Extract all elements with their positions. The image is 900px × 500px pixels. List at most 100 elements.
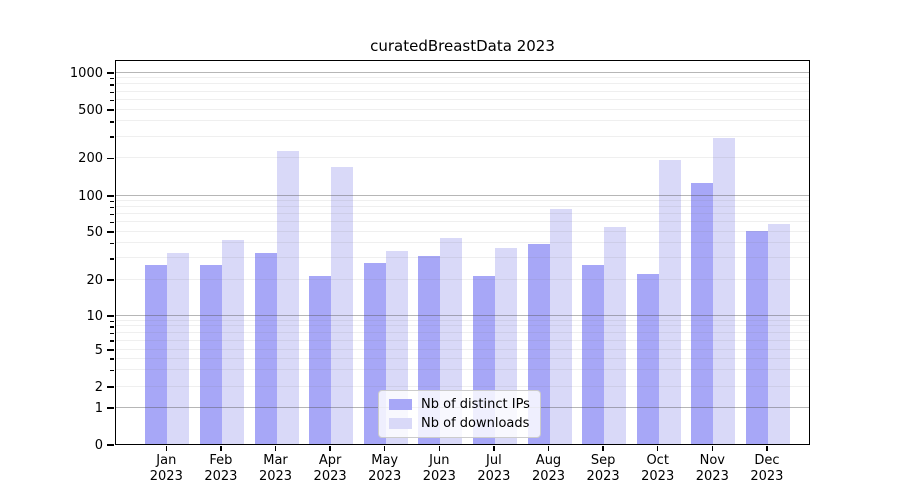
x-tick-month: May bbox=[371, 453, 399, 468]
x-tick-label-jun: Jun 2023 bbox=[411, 453, 467, 484]
chart-title: curatedBreastData 2023 bbox=[370, 37, 555, 55]
y-tick-mark-minor bbox=[110, 370, 114, 372]
y-tick-mark-minor bbox=[110, 340, 114, 342]
bar-downloads-dec bbox=[767, 224, 790, 444]
legend: Nb of distinct IPs Nb of downloads bbox=[378, 390, 541, 438]
y-tick-label-10: 10 bbox=[86, 308, 103, 324]
y-tick-mark-minor bbox=[110, 136, 114, 138]
bar-downloads-feb bbox=[221, 240, 244, 444]
x-tick-mark-jul bbox=[493, 446, 495, 451]
y-tick-mark bbox=[107, 109, 114, 111]
x-tick-year: 2023 bbox=[586, 468, 620, 484]
legend-swatch-distinct-ips bbox=[389, 399, 412, 410]
legend-item-distinct-ips: Nb of distinct IPs bbox=[389, 397, 530, 412]
x-tick-month: Jul bbox=[486, 453, 502, 468]
y-tick-label-200: 200 bbox=[78, 151, 103, 166]
bar-downloads-nov bbox=[713, 138, 736, 444]
x-tick-label-aug: Aug 2023 bbox=[521, 453, 577, 484]
y-tick-mark-minor bbox=[110, 332, 114, 335]
y-tick-mark-minor bbox=[110, 78, 114, 80]
x-tick-mark-apr bbox=[329, 446, 331, 451]
x-tick-month: Apr bbox=[318, 453, 342, 468]
x-tick-mark-oct bbox=[657, 446, 659, 451]
y-tick-label-20: 20 bbox=[86, 272, 103, 288]
x-tick-year: 2023 bbox=[477, 468, 511, 484]
y-tick-label-1: 1 bbox=[94, 400, 103, 416]
x-tick-year: 2023 bbox=[750, 468, 784, 484]
x-tick-label-jan: Jan 2023 bbox=[138, 453, 194, 484]
bar-distinct-ips-nov bbox=[691, 182, 714, 444]
bar-distinct-ips-dec bbox=[745, 231, 768, 444]
x-tick-month: Nov bbox=[699, 453, 725, 468]
y-tick-mark bbox=[107, 231, 114, 233]
y-tick-mark-minor bbox=[110, 326, 114, 328]
x-tick-year: 2023 bbox=[695, 468, 729, 484]
bar-distinct-ips-mar bbox=[254, 252, 277, 444]
x-tick-mark-jun bbox=[438, 446, 440, 451]
y-tick-mark bbox=[107, 315, 114, 317]
x-tick-label-dec: Dec 2023 bbox=[739, 453, 795, 484]
legend-label-distinct-ips: Nb of distinct IPs bbox=[421, 397, 530, 412]
x-tick-mark-nov bbox=[711, 446, 713, 451]
x-tick-year: 2023 bbox=[422, 468, 456, 484]
x-tick-mark-mar bbox=[274, 446, 277, 451]
bar-downloads-aug bbox=[549, 208, 572, 444]
legend-item-downloads: Nb of downloads bbox=[389, 416, 530, 431]
plot-area: Nb of distinct IPs Nb of downloads bbox=[115, 60, 810, 445]
y-tick-mark-minor bbox=[110, 358, 114, 360]
y-tick-label-500: 500 bbox=[78, 102, 103, 118]
x-tick-mark-may bbox=[384, 446, 386, 451]
y-tick-mark-minor bbox=[110, 91, 114, 93]
y-tick-mark-minor bbox=[110, 320, 114, 322]
y-tick-label-5: 5 bbox=[94, 342, 103, 358]
x-tick-month: Dec bbox=[754, 453, 780, 468]
y-tick-mark-minor bbox=[110, 121, 114, 123]
x-tick-year: 2023 bbox=[641, 468, 675, 484]
x-tick-mark-aug bbox=[547, 446, 550, 451]
x-tick-month: Jun bbox=[429, 453, 450, 468]
legend-label-downloads: Nb of downloads bbox=[421, 416, 530, 431]
x-tick-month: Mar bbox=[263, 453, 288, 468]
y-tick-mark-minor bbox=[110, 200, 114, 203]
y-tick-mark bbox=[107, 386, 114, 388]
bar-distinct-ips-sep bbox=[582, 265, 605, 444]
bar-downloads-mar bbox=[276, 151, 299, 444]
x-tick-month: Oct bbox=[646, 453, 669, 468]
x-tick-label-oct: Oct 2023 bbox=[630, 453, 686, 484]
y-tick-mark bbox=[107, 407, 114, 409]
bar-distinct-ips-oct bbox=[636, 274, 659, 444]
y-tick-mark-minor bbox=[110, 84, 114, 86]
y-tick-mark-minor bbox=[110, 99, 114, 102]
x-tick-month: Aug bbox=[535, 453, 562, 468]
x-tick-year: 2023 bbox=[258, 468, 293, 484]
x-tick-year: 2023 bbox=[531, 468, 566, 484]
y-tick-mark bbox=[107, 444, 114, 446]
y-tick-mark-minor bbox=[110, 258, 114, 260]
y-tick-label-50: 50 bbox=[86, 224, 103, 240]
bar-distinct-ips-apr bbox=[309, 276, 332, 444]
y-tick-label-2: 2 bbox=[94, 379, 103, 395]
x-tick-mark-sep bbox=[602, 446, 604, 451]
x-tick-label-feb: Feb 2023 bbox=[193, 453, 249, 484]
bar-downloads-jan bbox=[167, 252, 190, 444]
bar-distinct-ips-feb bbox=[199, 265, 222, 444]
legend-swatch-downloads bbox=[389, 418, 412, 429]
y-tick-mark bbox=[107, 349, 114, 351]
bar-downloads-apr bbox=[331, 167, 354, 444]
bar-distinct-ips-jan bbox=[145, 265, 168, 444]
x-tick-label-jul: Jul 2023 bbox=[466, 453, 522, 484]
y-tick-mark-minor bbox=[110, 243, 114, 245]
x-tick-label-may: May 2023 bbox=[357, 453, 413, 484]
x-tick-year: 2023 bbox=[368, 468, 402, 484]
x-tick-mark-jan bbox=[165, 446, 167, 451]
y-tick-label-100: 100 bbox=[78, 188, 103, 204]
x-tick-label-nov: Nov 2023 bbox=[684, 453, 740, 484]
x-tick-month: Feb bbox=[209, 453, 233, 468]
y-tick-mark bbox=[107, 195, 114, 197]
y-tick-label-1000: 1000 bbox=[69, 65, 103, 81]
x-tick-label-sep: Sep 2023 bbox=[575, 453, 631, 484]
y-tick-mark bbox=[107, 279, 114, 281]
y-tick-mark bbox=[107, 157, 114, 160]
x-tick-year: 2023 bbox=[313, 468, 347, 484]
